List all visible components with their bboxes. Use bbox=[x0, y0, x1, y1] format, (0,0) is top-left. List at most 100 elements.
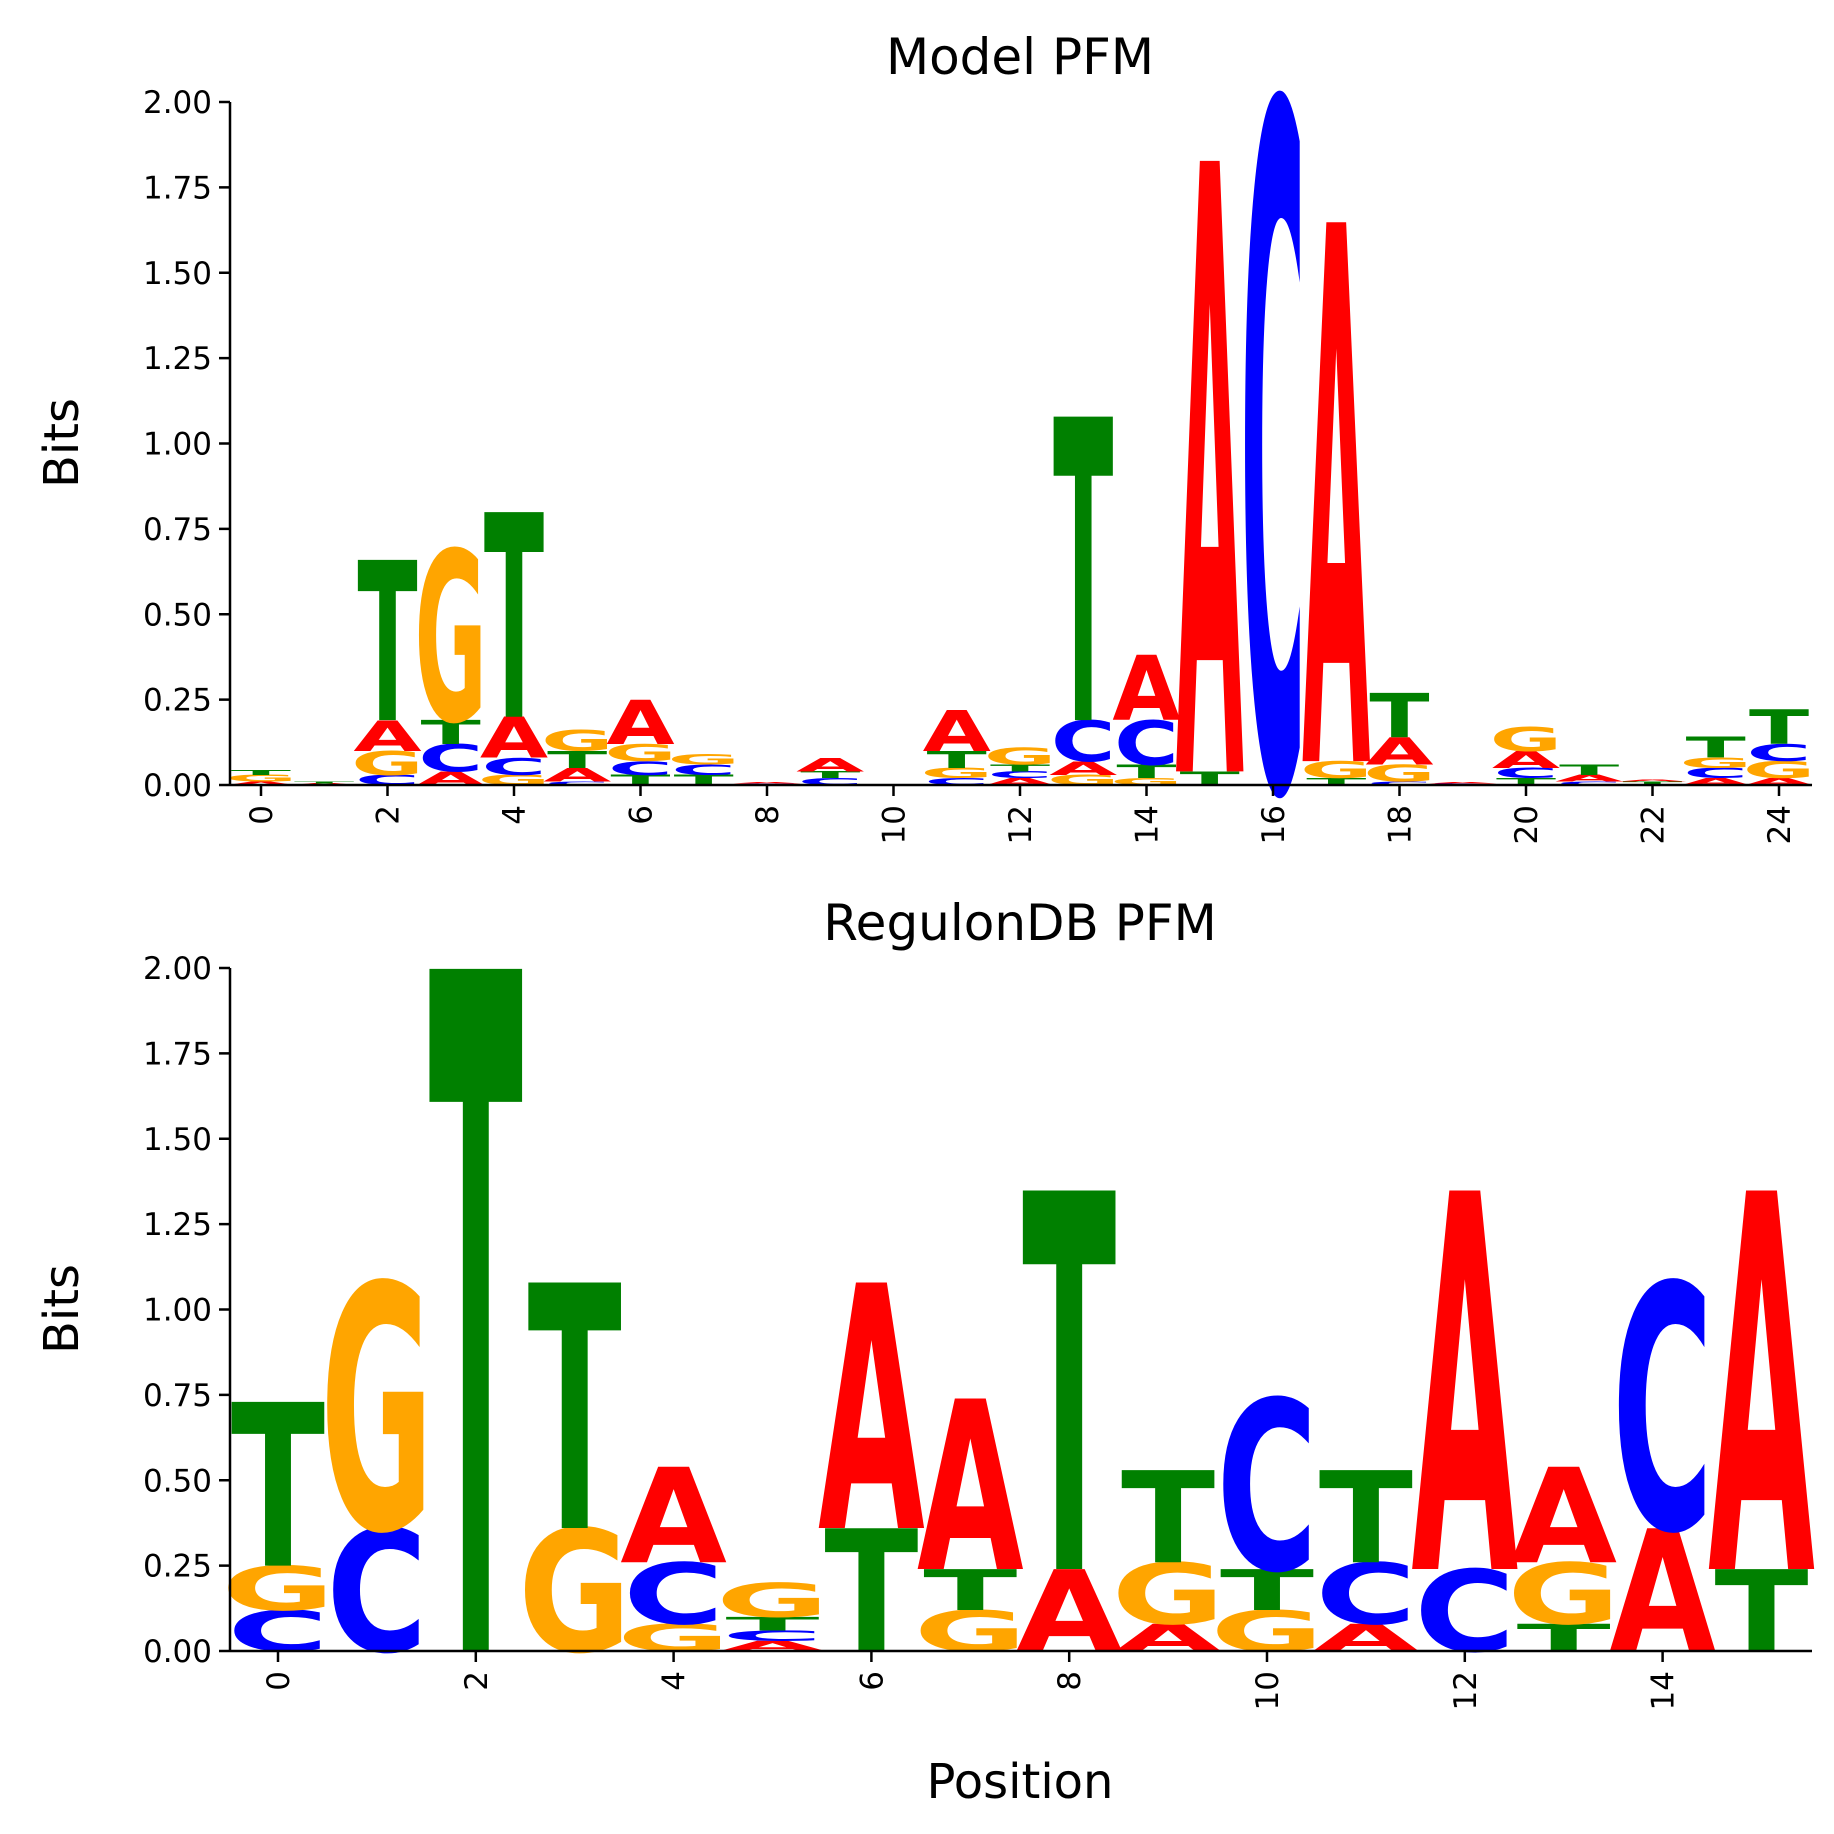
logo-letter-T-pos13: T bbox=[1517, 1616, 1611, 1660]
y-tick-label: 0.00 bbox=[143, 768, 212, 804]
logo-letter-G-pos3: G bbox=[415, 503, 487, 776]
y-tick-label: 1.25 bbox=[143, 341, 212, 377]
logo-letter-G-pos0: G bbox=[221, 1554, 334, 1625]
logo-letter-T-pos5: T bbox=[547, 747, 607, 774]
logo-letter-C-pos9: C bbox=[798, 776, 863, 787]
logo-letter-C-pos14: C bbox=[1114, 708, 1179, 779]
logo-letter-C-pos5: C bbox=[545, 781, 610, 786]
logo-letter-A-pos6: A bbox=[606, 688, 675, 759]
x-tick-label: 8 bbox=[1052, 1671, 1088, 1691]
x-tick-label: 0 bbox=[244, 805, 280, 825]
logo-letter-G-pos1: G bbox=[320, 1215, 433, 1608]
logo-letter-A-pos12: A bbox=[986, 776, 1055, 787]
y-tick-label: 2.00 bbox=[143, 951, 212, 987]
logo-letter-T-pos23: T bbox=[1686, 732, 1747, 765]
logo-letter-A-pos4: A bbox=[480, 706, 548, 771]
logo-letter-T-pos8: T bbox=[1022, 1087, 1117, 1693]
y-tick-label: 1.75 bbox=[143, 170, 212, 206]
logo-letter-A-pos5: A bbox=[543, 765, 611, 787]
x-tick-label: 12 bbox=[1448, 1671, 1484, 1710]
logo-letter-C-pos12: C bbox=[988, 770, 1053, 781]
model-pfm-letters: AGTATCGATACTGGCATCATGTCGATCGCACTACGTAACT… bbox=[225, 0, 1815, 1006]
logo-letter-T-pos10: T bbox=[1220, 1558, 1314, 1624]
logo-letter-G-pos7: G bbox=[668, 751, 740, 767]
y-tick-label: 0.75 bbox=[143, 1378, 212, 1414]
logo-letter-G-pos23: G bbox=[1680, 755, 1752, 771]
model-pfm-title: Model PFM bbox=[886, 28, 1154, 86]
logo-letter-T-pos0: T bbox=[231, 1357, 325, 1619]
model-pfm-ylabel: Bits bbox=[34, 398, 90, 488]
logo-letter-A-pos11: A bbox=[1313, 1616, 1420, 1660]
regulondb-pfm-xlabel: Position bbox=[927, 1754, 1114, 1810]
logo-letter-T-pos20: T bbox=[1496, 776, 1556, 787]
logo-letter-T-pos12: T bbox=[990, 763, 1050, 774]
logo-letter-C-pos5: C bbox=[722, 1628, 823, 1644]
logo-letter-A-pos9: A bbox=[796, 754, 864, 776]
y-tick-label: 2.00 bbox=[143, 85, 212, 121]
logo-letter-G-pos11: G bbox=[921, 765, 993, 781]
logo-letter-G-pos6: G bbox=[604, 740, 676, 767]
logo-letter-T-pos1: T bbox=[294, 781, 355, 784]
logo-letter-T-pos2: T bbox=[357, 517, 417, 773]
logo-letter-G-pos13: G bbox=[1507, 1546, 1620, 1644]
x-tick-label: 14 bbox=[1130, 805, 1166, 844]
logo-letter-G-pos5: G bbox=[716, 1574, 829, 1629]
x-tick-label: 12 bbox=[1003, 805, 1039, 844]
x-tick-label: 14 bbox=[1646, 1671, 1682, 1710]
x-tick-label: 4 bbox=[657, 1671, 693, 1691]
y-tick-label: 1.75 bbox=[143, 1036, 212, 1072]
logo-letter-C-pos24: C bbox=[1747, 740, 1812, 767]
logo-letter-C-pos6: C bbox=[608, 758, 673, 780]
logo-letter-T-pos13: T bbox=[1053, 334, 1114, 818]
logo-letter-T-pos15: T bbox=[1714, 1547, 1808, 1678]
logo-letter-C-pos3: C bbox=[418, 737, 483, 781]
x-tick-label: 16 bbox=[1256, 805, 1292, 844]
logo-letter-T-pos9: T bbox=[800, 770, 860, 781]
logo-letter-T-pos21: T bbox=[1559, 762, 1619, 778]
x-tick-label: 18 bbox=[1383, 805, 1419, 844]
x-tick-label: 24 bbox=[1762, 805, 1798, 844]
logo-letter-C-pos11: C bbox=[1315, 1546, 1416, 1644]
logo-letter-A-pos9: A bbox=[1115, 1616, 1222, 1660]
logo-letter-A-pos22: A bbox=[1618, 779, 1686, 782]
logo-letter-T-pos3: T bbox=[528, 1215, 623, 1608]
y-tick-label: 1.00 bbox=[143, 427, 212, 463]
x-tick-label: 8 bbox=[750, 805, 786, 825]
logo-letter-A-pos18: A bbox=[1365, 730, 1434, 774]
logo-letter-G-pos20: G bbox=[1490, 720, 1562, 758]
regulondb-pfm-panel: RegulonDB PFM Bits Position CGT CGTGTGCAA… bbox=[34, 782, 1816, 1834]
logo-letter-T-pos3: T bbox=[421, 713, 481, 751]
logo-letter-C-pos14: C bbox=[1612, 1215, 1713, 1608]
logo-letter-G-pos9: G bbox=[1112, 1546, 1225, 1644]
logo-letter-A-pos13: A bbox=[1049, 758, 1117, 780]
logo-letter-C-pos11: C bbox=[924, 776, 989, 787]
logo-letter-C-pos13: C bbox=[1051, 709, 1116, 774]
logo-letter-G-pos14: G bbox=[1110, 776, 1182, 787]
logo-letter-C-pos20: C bbox=[1494, 765, 1559, 781]
x-tick-label: 2 bbox=[371, 805, 407, 825]
logo-letter-G-pos2: G bbox=[351, 744, 423, 782]
logo-letter-T-pos24: T bbox=[1749, 700, 1809, 755]
x-tick-label: 10 bbox=[1250, 1671, 1286, 1710]
x-tick-label: 6 bbox=[624, 805, 660, 825]
logo-letter-C-pos23: C bbox=[1683, 765, 1748, 781]
logo-letter-C-pos16: C bbox=[1241, 0, 1306, 1006]
logo-letter-T-pos11: T bbox=[1319, 1446, 1413, 1593]
model-pfm-panel: Model PFM Bits AGTATCGATACTGGCATCATGTCGA… bbox=[34, 0, 1815, 1006]
logo-letter-T-pos9: T bbox=[1121, 1446, 1215, 1593]
x-tick-label: 2 bbox=[459, 1671, 495, 1691]
logo-letter-A-pos20: A bbox=[1492, 747, 1560, 774]
model-pfm-axes: 0.000.250.500.751.001.251.501.752.000 2 4 6… bbox=[143, 85, 1812, 844]
logo-letter-A-pos4: A bbox=[620, 1440, 727, 1593]
logo-letter-A-pos12: A bbox=[1411, 1087, 1519, 1693]
logo-letter-T-pos11: T bbox=[927, 747, 987, 774]
logo-letter-T-pos4: T bbox=[484, 458, 544, 785]
logo-letter-A-pos13: A bbox=[1510, 1440, 1617, 1593]
logo-letter-T-pos22: T bbox=[1622, 781, 1683, 786]
logo-letter-A-pos15: A bbox=[1176, 0, 1245, 970]
logo-letter-C-pos7: C bbox=[671, 762, 736, 778]
logo-letter-C-pos4: C bbox=[623, 1546, 724, 1644]
logo-letter-A-pos11: A bbox=[923, 699, 991, 764]
regulondb-pfm-ylabel: Bits bbox=[34, 1264, 90, 1354]
logo-letter-G-pos5: G bbox=[541, 725, 613, 758]
